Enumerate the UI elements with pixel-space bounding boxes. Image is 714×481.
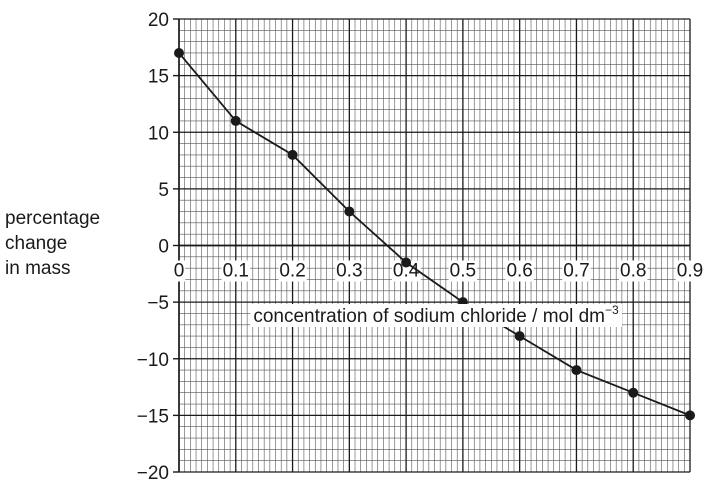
y-tick-label: 15: [148, 67, 169, 88]
series-line: [178, 52, 691, 417]
x-tick-label: 0.7: [563, 261, 589, 282]
x-tick-label-bg: [562, 260, 591, 282]
y-tick-label: −10: [137, 350, 169, 371]
x-tick-label-bg: [278, 260, 307, 282]
x-axis-label-text: concentration of sodium chloride / mol d…: [253, 306, 605, 327]
x-tick-label-bg: [619, 260, 648, 282]
x-tick-label: 0.3: [336, 261, 362, 282]
y-axis-label-line-3: in mass: [5, 258, 71, 279]
x-axis-label-group: concentration of sodium chloride / mol d…: [250, 303, 622, 327]
data-point: [685, 410, 695, 421]
data-series: [174, 47, 695, 421]
x-tick-label: 0.8: [620, 261, 646, 282]
y-axis-label-line-2: change: [5, 233, 68, 254]
data-point: [230, 115, 241, 126]
x-tick-label-bg: [172, 260, 186, 282]
data-point: [344, 206, 355, 217]
x-tick-label: 0.4: [393, 261, 420, 282]
x-tick-label: 0.9: [677, 261, 703, 282]
x-axis-label: concentration of sodium chloride / mol d…: [253, 303, 619, 327]
y-tick-label: 20: [148, 10, 169, 31]
x-axis-label-superscript: −3: [605, 303, 619, 317]
axes: [173, 18, 690, 473]
x-tick-label: 0.1: [223, 261, 249, 282]
x-tick-label-bg: [391, 260, 421, 282]
data-point: [571, 365, 582, 376]
x-tick-label: 0.2: [279, 261, 305, 282]
y-tick-label: −5: [147, 293, 169, 314]
y-axis-label-line-1: percentage: [5, 208, 101, 229]
y-tick-label: −15: [137, 406, 169, 427]
y-tick-label: 10: [148, 123, 169, 144]
x-tick-label-bg: [221, 260, 250, 282]
y-tick-label: −20: [137, 463, 169, 481]
data-point: [174, 47, 184, 58]
data-point: [287, 149, 298, 160]
x-tick-label-bg: [448, 260, 478, 282]
x-tick-label-bg: [675, 260, 705, 282]
y-tick-labels: 20 15 10 5 0 −5 −10 −15 −20: [137, 10, 169, 481]
y-tick-label: 0: [158, 237, 169, 258]
data-point: [401, 257, 412, 268]
x-tick-label: 0.6: [506, 261, 532, 282]
x-tick-label: 0: [174, 261, 185, 282]
x-tick-label: 0.5: [450, 261, 476, 282]
data-point: [628, 387, 639, 398]
x-tick-label-bg: [335, 260, 364, 282]
y-tick-label: 5: [158, 180, 169, 201]
x-tick-label-bg: [505, 260, 534, 282]
x-axis-label-bg: [250, 304, 622, 327]
data-point: [514, 331, 525, 342]
x-tick-labels: 0 0.1 0.2 0.3 0.4 0.5 0.6 0.7 0.8 0.9: [172, 260, 705, 282]
